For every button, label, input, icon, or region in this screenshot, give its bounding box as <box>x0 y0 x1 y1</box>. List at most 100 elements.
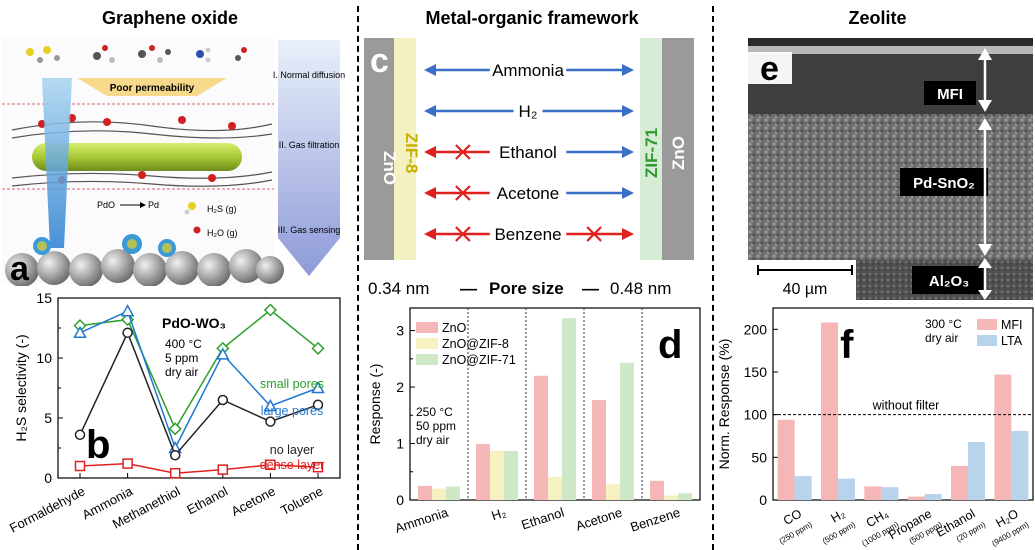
y-tick-label: 0 <box>44 470 52 486</box>
mfi-label-box <box>924 81 976 105</box>
panel-a-letter: a <box>10 250 30 286</box>
pore-dash-right: — <box>582 279 599 298</box>
divider-right <box>712 6 714 550</box>
wo3-spheres <box>5 249 284 286</box>
left-zif8-layer <box>394 38 416 260</box>
panel-c-gap <box>416 38 640 260</box>
y-tick-label: 0 <box>396 492 404 508</box>
pore-dash-left: — <box>460 279 477 298</box>
point-large-pores-ethanol <box>216 347 230 360</box>
panel-e-sem-image: e e MFI Pd-SnO₂ Al₂O₃ 40 µm <box>748 38 1033 300</box>
panel-d-chart: 0 1 2 3 Response (-) Ammonia H₂ Ethanol Acetone B… <box>367 307 701 536</box>
x-tick-label-ethanol: Ethanol <box>519 505 566 533</box>
series-label-large-pores: large pores <box>261 404 324 418</box>
bar-zno-acetone <box>592 400 606 500</box>
funnel-arrow <box>278 40 340 276</box>
snO2-label-box <box>900 168 988 196</box>
point-no-layer-methanethiol <box>169 449 181 461</box>
point-no-layer-ethanol <box>217 394 229 406</box>
x-tick-label-acetone: Acetone <box>229 483 278 519</box>
legend-swatch-zno-zif-71 <box>416 354 438 365</box>
point-large-pores-ammonia <box>120 304 135 317</box>
bar-lta-ethanol <box>968 441 985 500</box>
bar-lta-ch <box>881 487 899 500</box>
panel-b-letter: b <box>86 423 110 467</box>
x-tick-label-benzene: Benzene <box>628 505 681 535</box>
point-no-layer-formaldehyde <box>74 429 86 441</box>
mof-gas-label-acetone: Acetone <box>497 184 559 203</box>
stage-2-label: II. Gas filtration <box>279 140 340 150</box>
legend-swatch-zno <box>416 322 438 333</box>
left-zif8-label: ZIF-8 <box>402 133 421 174</box>
point-no-layer-ammonia <box>122 327 133 339</box>
y-axis-label: Response (-) <box>367 364 383 445</box>
snO2-label: Pd-SnO₂ <box>913 175 975 192</box>
x-tick-label-acetone: Acetone <box>574 505 624 534</box>
mof-arrowhead-left-ethanol <box>424 146 436 158</box>
mof-arrowhead-left-acetone <box>424 187 436 199</box>
condition-2: dry air <box>165 365 198 379</box>
legend-label-mfi: MFI <box>1001 318 1023 332</box>
x-tick-label-toluene: Toluene <box>278 483 325 518</box>
y-tick-label: 10 <box>36 350 52 366</box>
point-small-pores-acetone <box>263 303 277 317</box>
right-zif71-layer <box>640 38 662 260</box>
y-tick-label: 100 <box>744 407 768 423</box>
legend-label-zno-zif-8: ZnO@ZIF-8 <box>442 337 509 351</box>
right-zno-label: ZnO <box>669 136 688 170</box>
point-large-pores-toluene <box>311 380 325 394</box>
point-no-layer-toluene <box>312 399 324 411</box>
bar-mfi-ethanol <box>951 465 968 500</box>
title-graphene-oxide: Graphene oxide <box>101 8 239 28</box>
panel-a-schematic: I. Normal diffusion II. Gas filtration I… <box>2 38 345 286</box>
blocked-cross-left-benzene <box>455 226 471 242</box>
bar-zno-zif-8-ethanol <box>548 476 562 500</box>
series-label-small-pores: small pores <box>260 377 324 391</box>
title-zeolite: Zeolite <box>848 8 907 28</box>
condition-0: 250 °C <box>416 405 453 419</box>
stage-3-label: III. Gas sensing <box>278 225 341 235</box>
bar-mfi-h-o <box>994 374 1012 500</box>
mof-arrowhead-left-h <box>424 105 436 117</box>
point-large-pores-acetone <box>263 398 278 412</box>
point-dense-layer-ethanol <box>217 464 229 475</box>
blocked-cross-right-benzene <box>586 226 602 242</box>
left-zno-label: ZnO <box>380 151 399 185</box>
h2o-label: H₂O (g) <box>207 228 238 238</box>
bar-zno-zif-71-acetone <box>620 362 634 500</box>
pore-size-label: Pore size <box>489 279 564 298</box>
series-label-no-layer: no layer <box>270 443 314 457</box>
mof-arrowhead-right-benzene <box>622 228 634 240</box>
gas-molecules <box>26 45 247 63</box>
right-zno-layer <box>662 38 694 260</box>
series-line-small-pores <box>79 309 319 431</box>
mof-arrowhead-left-ammonia <box>424 64 436 76</box>
point-dense-layer-ammonia <box>122 458 133 469</box>
mof-gas-label-benzene: Benzene <box>494 225 561 244</box>
x-tick-label-h: H₂ <box>828 506 847 525</box>
condition-1: 5 ppm <box>165 351 198 365</box>
y-axis-label: Norm. Response (%) <box>716 339 732 470</box>
poor-permeability-label: Poor permeability <box>110 83 195 94</box>
series-label-dense-layer: dense layer <box>260 458 325 472</box>
y-tick-label: 150 <box>744 364 768 380</box>
legend-label-lta: LTA <box>1001 334 1023 348</box>
y-tick-label: 200 <box>744 321 768 337</box>
mof-arrowhead-right-h <box>622 105 634 117</box>
bar-mfi-h <box>821 322 838 500</box>
pd-label: Pd <box>148 200 159 210</box>
bar-zno-zif-71-ammonia <box>446 486 460 500</box>
diffusion-beam <box>42 78 72 248</box>
scale-bar-box <box>748 260 856 300</box>
y-tick-label: 2 <box>396 379 404 395</box>
stage-1-label: I. Normal diffusion <box>273 70 345 80</box>
pore-right-label: 0.48 nm <box>610 279 671 298</box>
y-tick-label: 5 <box>44 410 52 426</box>
bar-mfi-ch <box>864 486 882 500</box>
legend-label-zno: ZnO <box>442 321 467 335</box>
condition-0: 400 °C <box>165 337 202 351</box>
right-zif71-label: ZIF-71 <box>642 128 661 178</box>
bar-zno-ammonia <box>418 485 432 500</box>
bar-lta-propane <box>924 494 942 500</box>
